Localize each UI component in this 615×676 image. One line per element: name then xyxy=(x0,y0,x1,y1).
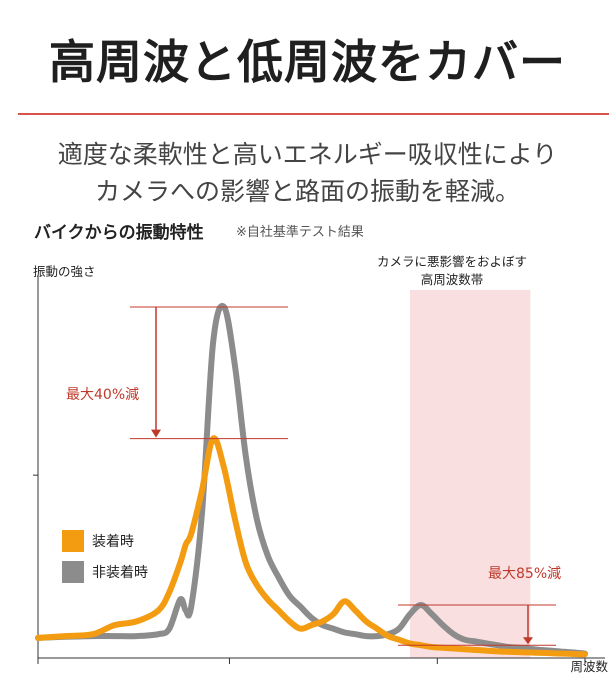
high-frequency-band-label-line-2: 高周波数帯 xyxy=(421,272,484,287)
chart-title: バイクからの振動特性 xyxy=(34,223,204,243)
chart-note: ※自社基準テスト結果 xyxy=(236,225,364,240)
annotation-85-label: 最大85%減 xyxy=(488,565,561,582)
y-axis-label: 振動の強さ xyxy=(33,264,96,279)
description-line-1: 適度な柔軟性と高いエネルギー吸収性により xyxy=(57,140,558,169)
page-title: 高周波と低周波をカバー xyxy=(49,35,566,89)
series-line-with-mount xyxy=(35,435,588,658)
x-axis-label: 周波数 xyxy=(570,659,608,674)
description-line-2: カメラへの影響と路面の振動を軽減。 xyxy=(94,177,520,206)
legend-item-without-mount-label: 非装着時 xyxy=(92,565,148,581)
annotation-85-arrow-head xyxy=(523,637,533,645)
legend-item-with-mount-label: 装着時 xyxy=(92,534,134,550)
series-line-without-mount xyxy=(35,303,588,657)
annotation-40-label: 最大40%減 xyxy=(66,386,139,403)
title-divider xyxy=(18,113,609,115)
legend-item-without-mount-swatch xyxy=(62,561,84,583)
high-frequency-band xyxy=(409,290,531,658)
high-frequency-band-label-line-1: カメラに悪影響をおよぼす xyxy=(377,254,527,269)
annotation-40-arrow-head xyxy=(151,429,161,438)
legend-item-with-mount-swatch xyxy=(62,530,84,552)
